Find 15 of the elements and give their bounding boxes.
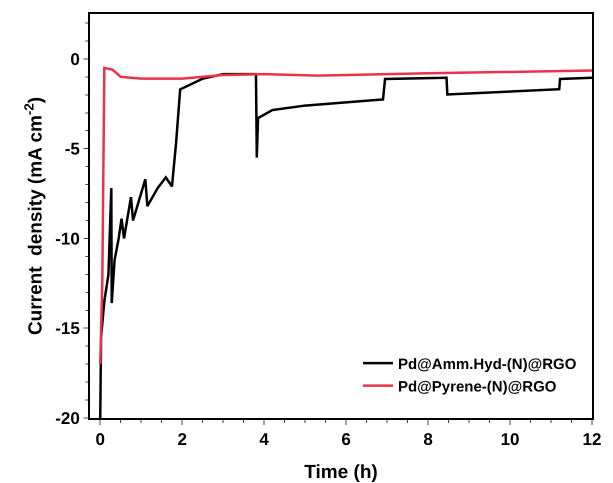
x-tick-label: 4	[259, 430, 270, 450]
x-tick-label: 10	[500, 430, 520, 450]
x-tick-label: 8	[423, 430, 433, 450]
y-tick-label: -15	[55, 319, 80, 338]
x-axis-title: Time (h)	[304, 462, 378, 483]
legend-label: Pd@Pyrene-(N)@RGO	[398, 378, 557, 396]
x-tick-label: 0	[96, 430, 105, 450]
x-tick-label: 2	[177, 430, 187, 450]
y-tick-label: -5	[64, 140, 80, 159]
y-tick-label: -20	[55, 408, 80, 428]
y-tick-label: -10	[55, 229, 80, 248]
x-tick-label: 6	[341, 430, 351, 450]
legend-label: Pd@Amm.Hyd-(N)@RGO	[398, 356, 577, 373]
x-tick-label: 12	[582, 430, 602, 450]
y-tick-label: 0	[70, 50, 80, 69]
